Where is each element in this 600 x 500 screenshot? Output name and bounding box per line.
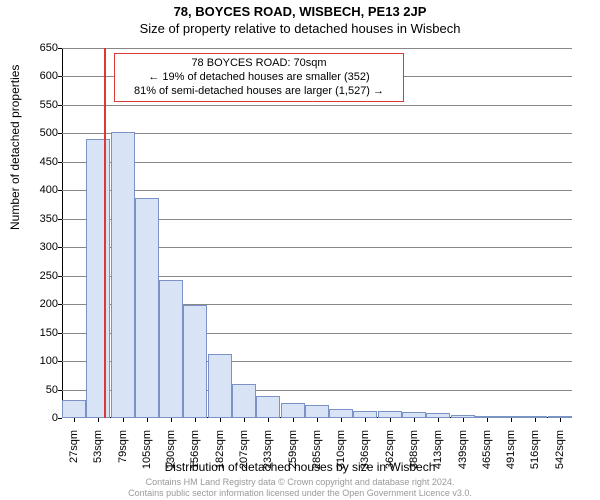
x-tick-mark [147,418,148,422]
histogram-bar [378,411,402,418]
y-tick-mark [58,219,62,220]
x-tick-mark [317,418,318,422]
histogram-bar [135,198,159,418]
x-tick-mark [341,418,342,422]
y-tick-mark [58,162,62,163]
y-tick-mark [58,190,62,191]
grid-line [62,133,572,134]
y-axis-line [62,48,63,418]
x-tick-mark [171,418,172,422]
y-tick-mark [58,304,62,305]
y-tick-label: 0 [18,412,58,424]
footer-line-2: Contains public sector information licen… [0,488,600,498]
y-tick-label: 550 [18,99,58,111]
y-tick-mark [58,48,62,49]
y-tick-mark [58,105,62,106]
y-tick-label: 600 [18,70,58,82]
x-tick-mark [463,418,464,422]
x-tick-mark [390,418,391,422]
x-tick-mark [414,418,415,422]
grid-line [62,105,572,106]
y-tick-label: 200 [18,298,58,310]
property-marker-line [104,48,106,418]
page-title: 78, BOYCES ROAD, WISBECH, PE13 2JP [0,0,600,19]
x-tick-mark [74,418,75,422]
histogram-bar [183,305,207,418]
y-tick-mark [58,418,62,419]
histogram-bar [111,132,135,418]
info-line: 81% of semi-detached houses are larger (… [121,85,397,99]
histogram-bar [62,400,86,418]
x-tick-mark [244,418,245,422]
y-tick-mark [58,133,62,134]
x-tick-mark [220,418,221,422]
chart-plot-area: 0501001502002503003504004505005506006502… [62,48,572,418]
y-tick-label: 300 [18,241,58,253]
footer-line-1: Contains HM Land Registry data © Crown c… [0,477,600,487]
x-tick-mark [535,418,536,422]
y-tick-mark [58,247,62,248]
x-tick-mark [195,418,196,422]
x-tick-mark [487,418,488,422]
histogram-bar [256,396,280,418]
y-tick-mark [58,276,62,277]
x-tick-mark [365,418,366,422]
x-tick-mark [438,418,439,422]
y-tick-label: 650 [18,42,58,54]
histogram-bar [329,409,353,418]
y-tick-label: 50 [18,384,58,396]
histogram-bar [208,354,232,418]
x-tick-mark [293,418,294,422]
info-line: 78 BOYCES ROAD: 70sqm [121,57,397,71]
grid-line [62,162,572,163]
y-tick-mark [58,333,62,334]
histogram-bar [159,280,183,418]
y-tick-label: 100 [18,355,58,367]
y-tick-mark [58,390,62,391]
footer-attribution: Contains HM Land Registry data © Crown c… [0,477,600,498]
histogram-bar [281,403,305,418]
x-tick-mark [560,418,561,422]
y-tick-label: 500 [18,127,58,139]
y-tick-label: 150 [18,327,58,339]
x-tick-mark [268,418,269,422]
x-axis-label: Distribution of detached houses by size … [0,460,600,474]
grid-line [62,48,572,49]
x-tick-mark [123,418,124,422]
y-tick-label: 250 [18,270,58,282]
y-tick-label: 350 [18,213,58,225]
grid-line [62,190,572,191]
page-subtitle: Size of property relative to detached ho… [0,19,600,36]
x-tick-mark [511,418,512,422]
x-tick-mark [98,418,99,422]
y-tick-label: 400 [18,184,58,196]
info-callout-box: 78 BOYCES ROAD: 70sqm← 19% of detached h… [114,53,404,102]
y-axis-label: Number of detached properties [8,65,22,230]
histogram-bar [305,405,329,418]
histogram-bar [353,411,377,418]
y-tick-label: 450 [18,156,58,168]
histogram-bar [232,384,256,418]
histogram-bar [86,139,110,418]
y-tick-mark [58,361,62,362]
y-tick-mark [58,76,62,77]
info-line: ← 19% of detached houses are smaller (35… [121,71,397,85]
